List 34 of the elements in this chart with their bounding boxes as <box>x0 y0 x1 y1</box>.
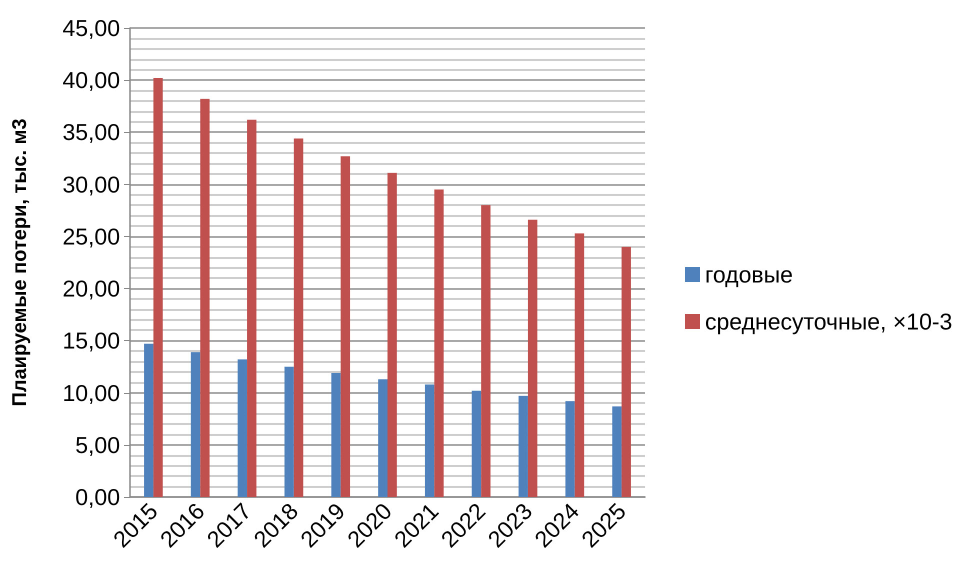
y-tick-label: 30,00 <box>62 171 120 198</box>
y-tick-label: 15,00 <box>62 328 120 354</box>
bar <box>144 344 154 497</box>
y-tick-label: 45,00 <box>62 15 120 41</box>
bar <box>565 401 575 497</box>
y-tick-label: 25,00 <box>62 223 120 250</box>
bar <box>612 406 622 497</box>
bar <box>518 396 528 497</box>
y-tick-label: 35,00 <box>62 119 120 146</box>
bar <box>622 246 631 497</box>
bar <box>153 78 163 497</box>
bar <box>340 156 350 497</box>
y-tick-label: 40,00 <box>62 67 120 94</box>
bar <box>378 379 388 497</box>
bar <box>238 359 248 497</box>
bar <box>424 384 434 497</box>
bar <box>190 352 200 497</box>
bar <box>574 233 584 497</box>
bar <box>481 205 490 497</box>
legend-label: годовые <box>705 262 793 288</box>
y-tick-label: 10,00 <box>62 380 120 406</box>
bar <box>200 98 210 497</box>
bar <box>247 120 256 497</box>
bar <box>331 372 341 497</box>
bar <box>472 390 482 497</box>
bar <box>528 220 538 497</box>
y-tick-label: 20,00 <box>62 276 120 302</box>
bar <box>434 190 444 497</box>
bar <box>284 366 294 497</box>
y-tick-label: 5,00 <box>75 432 120 458</box>
legend-label: среднесуточные, ×10-3 <box>705 308 952 334</box>
y-axis-title: Плаируемые потери, тыс. м3 <box>9 118 31 407</box>
bar <box>294 138 304 497</box>
bar <box>388 172 397 497</box>
